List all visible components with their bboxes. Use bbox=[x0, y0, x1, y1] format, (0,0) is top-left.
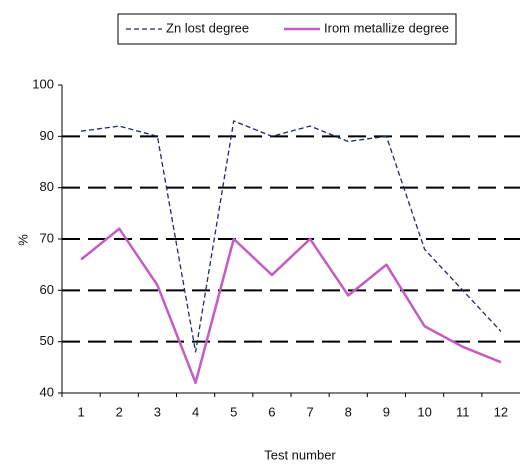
y-axis-label: % bbox=[15, 234, 30, 246]
x-tick-label: 9 bbox=[383, 404, 390, 419]
x-tick-label: 1 bbox=[77, 404, 84, 419]
y-tick-label: 60 bbox=[40, 282, 54, 297]
x-tick-label: 12 bbox=[494, 404, 508, 419]
y-tick-label: 50 bbox=[40, 333, 54, 348]
y-tick-label: 80 bbox=[40, 179, 54, 194]
y-tick-label: 70 bbox=[40, 230, 54, 245]
x-tick-label: 5 bbox=[230, 404, 237, 419]
x-tick-label: 7 bbox=[306, 404, 313, 419]
y-tick-label: 40 bbox=[40, 384, 54, 399]
x-tick-label: 10 bbox=[417, 404, 431, 419]
x-tick-label: 3 bbox=[154, 404, 161, 419]
y-tick-label: 100 bbox=[32, 76, 54, 91]
x-tick-label: 2 bbox=[116, 404, 123, 419]
series-line bbox=[80, 120, 502, 353]
legend-label: Irom metallize degree bbox=[324, 20, 449, 35]
legend-label: Zn lost degree bbox=[166, 20, 249, 35]
series-line bbox=[80, 227, 502, 384]
x-tick-label: 11 bbox=[456, 404, 470, 419]
x-tick-label: 6 bbox=[268, 404, 275, 419]
x-axis-label: Test number bbox=[264, 447, 336, 462]
x-tick-label: 4 bbox=[192, 404, 199, 419]
y-tick-label: 90 bbox=[40, 128, 54, 143]
x-tick-label: 8 bbox=[345, 404, 352, 419]
